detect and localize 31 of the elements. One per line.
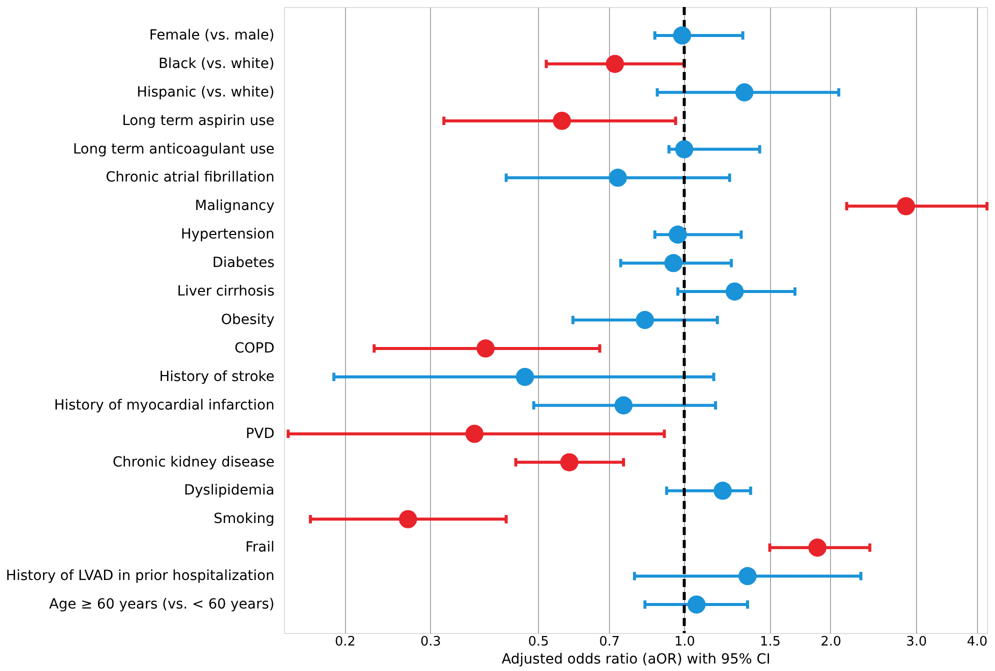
x-axis-title: Adjusted odds ratio (aOR) with 95% CI [502,652,770,668]
x-tick-label: 0.7 [599,634,620,650]
y-tick-label: Long term aspirin use [122,112,274,129]
y-tick-label: Diabetes [212,255,274,272]
y-tick-label: Chronic atrial fibrillation [106,170,274,186]
y-tick-label: Frail [245,540,274,556]
y-tick-label: PVD [246,426,274,442]
x-tick-label: 0.2 [334,634,356,650]
y-tick-label: History of myocardial infarction [54,397,274,414]
y-tick-label: Malignancy [194,198,274,214]
x-tick-label: 3.0 [906,634,927,650]
y-tick-label: Long term anticoagulant use [72,141,274,158]
y-tick-label: COPD [234,340,274,356]
x-tick-label: 4.0 [966,634,988,650]
y-tick-label: Obesity [221,312,274,328]
y-tick-label: History of stroke [159,368,274,385]
y-tick-label: Smoking [214,511,274,528]
x-tick-label: 0.3 [420,634,442,650]
y-tick-label: Black (vs. white) [158,56,274,72]
y-tick-label: History of LVAD in prior hospitalization [6,568,274,584]
y-tick-label: Chronic kidney disease [112,454,274,470]
y-tick-label: Hypertension [180,226,274,243]
y-tick-label: Age ≥ 60 years (vs. < 60 years) [49,596,274,613]
y-tick-label: Liver cirrhosis [177,284,274,300]
x-tick-label: 1.5 [760,634,781,650]
y-tick-label: Hispanic (vs. white) [136,84,274,100]
x-tick-label: 0.5 [528,634,549,650]
y-tick-label: Female (vs. male) [149,27,274,44]
x-tick-label: 2.0 [820,634,842,650]
x-tick-label: 1.0 [674,634,696,650]
y-tick-label: Dyslipidemia [184,482,274,499]
